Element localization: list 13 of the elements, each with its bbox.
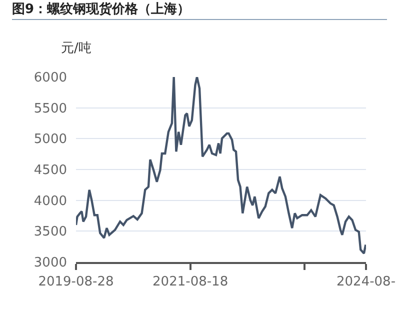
x-tick-label: 2019-08-28 [38,274,114,290]
x-tick-label: 2021-08-18 [152,274,228,290]
y-tick-label: 3000 [34,256,67,271]
y-axis-title: 元/吨 [61,41,92,56]
line-series [76,77,366,254]
y-tick-label: 4000 [34,194,67,209]
y-tick-label: 5500 [34,101,67,116]
x-tick-label: 2024-08- [336,274,396,290]
y-tick-label: 4500 [34,163,67,178]
y-tick-label: 5000 [34,132,67,148]
y-tick-label: 3500 [34,224,67,240]
chart-title: 图9：螺纹钢现货价格（上海） [12,1,190,18]
y-tick-label: 6000 [34,70,67,86]
